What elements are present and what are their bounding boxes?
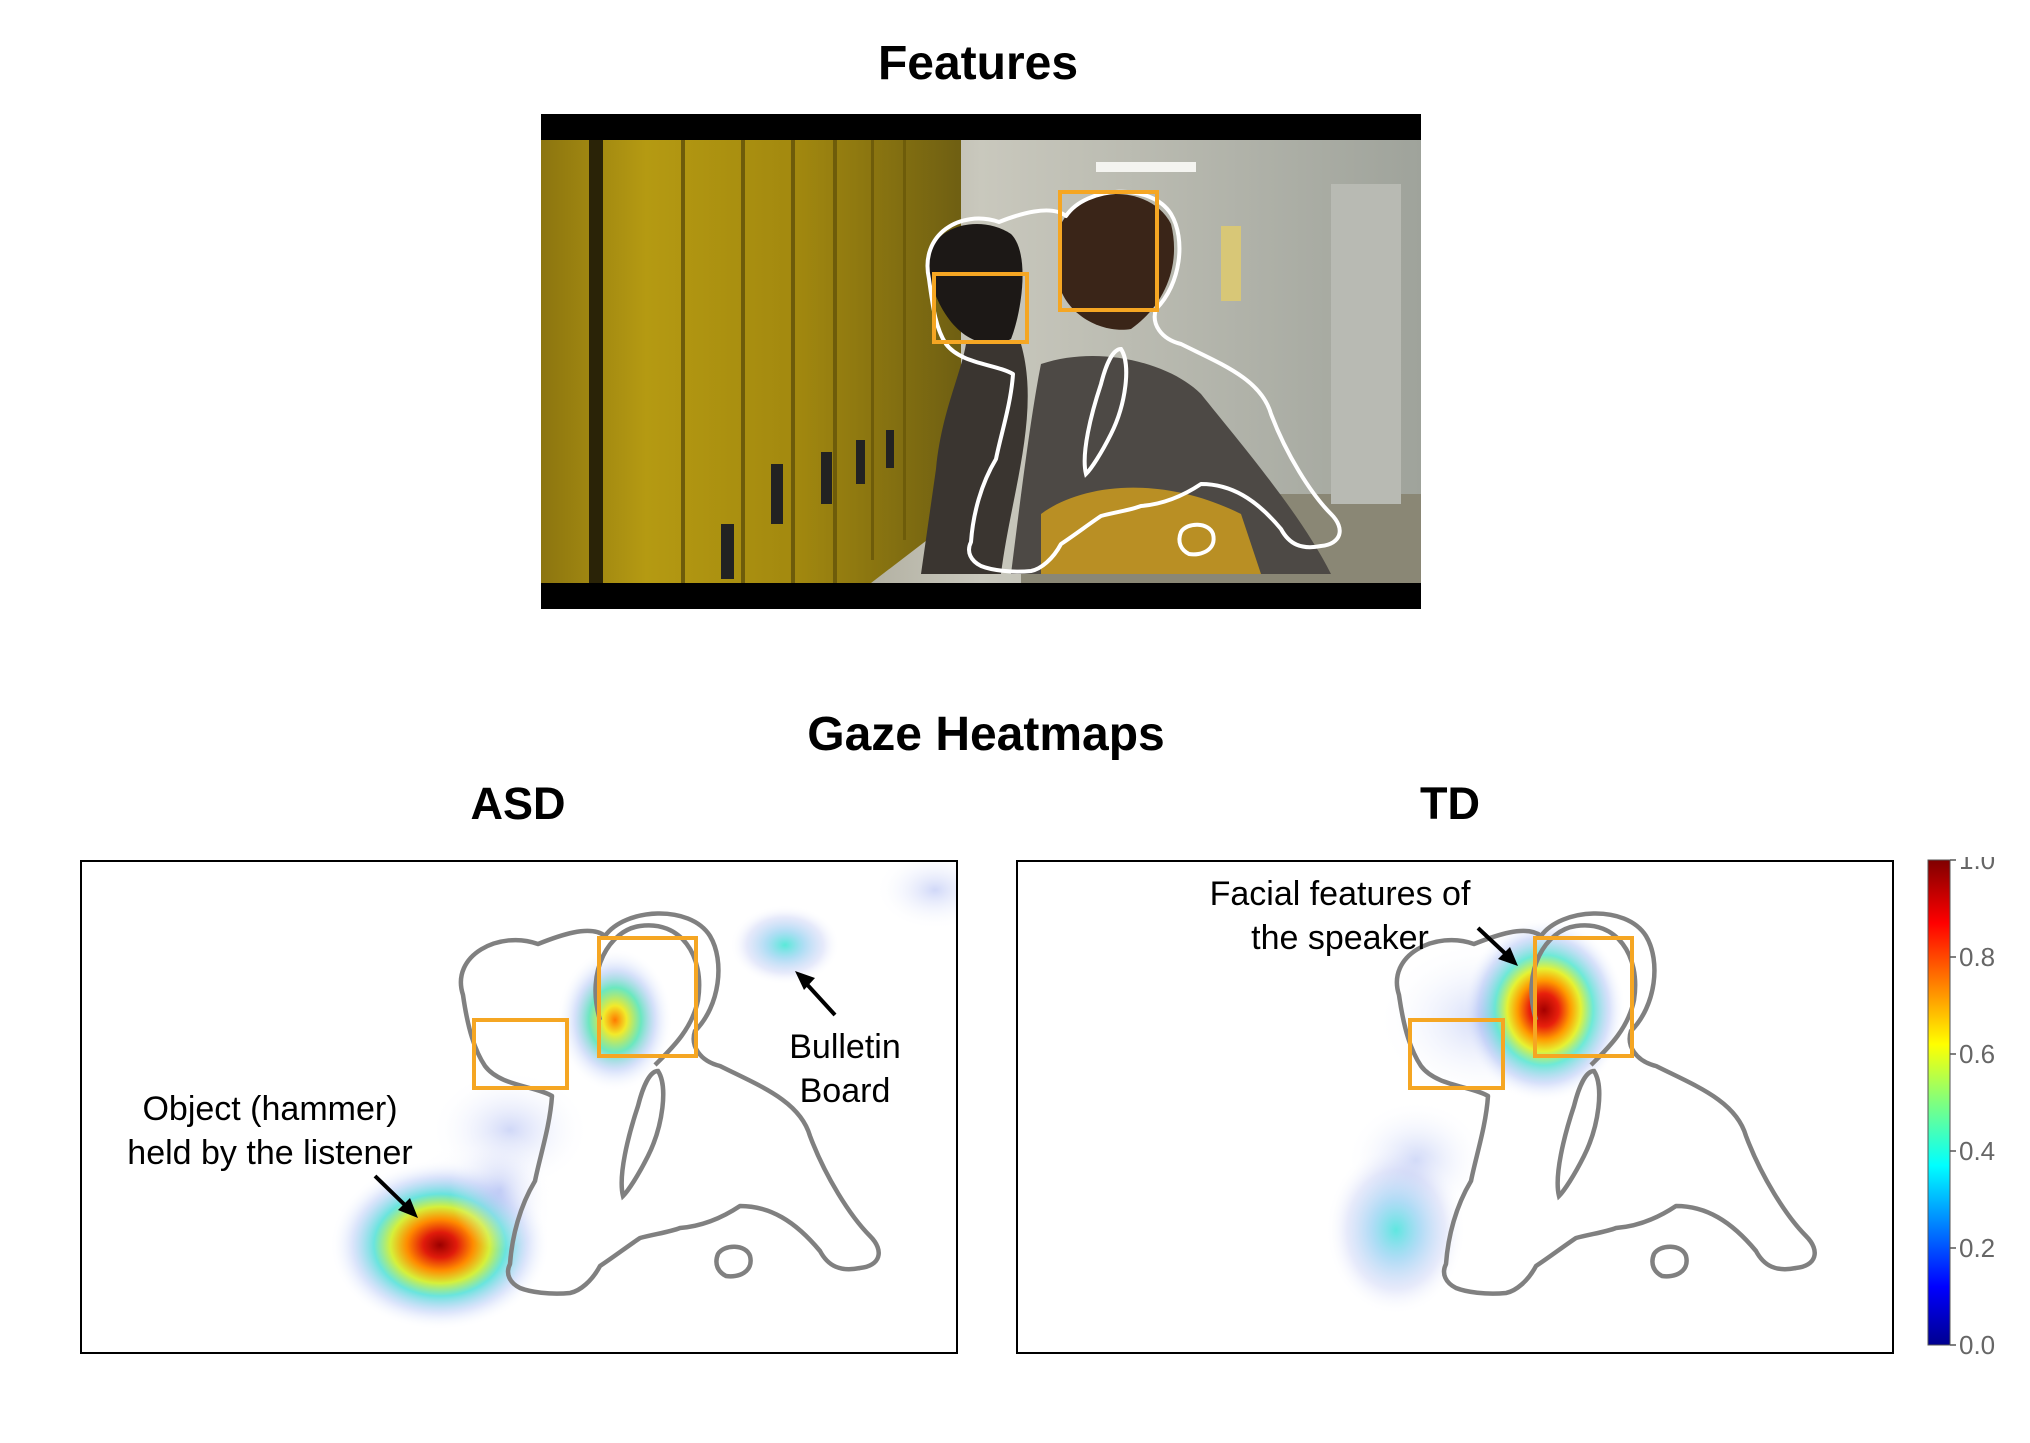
locker-handle xyxy=(856,440,865,484)
arrow-hammer-head xyxy=(398,1198,418,1218)
person-outline xyxy=(925,189,1342,574)
person-outline-hole xyxy=(714,1244,753,1279)
locker-handle xyxy=(821,452,832,504)
annotation-object-hammer: Object (hammer) held by the listener xyxy=(100,1087,440,1175)
annotation-line: Bulletin xyxy=(789,1028,901,1066)
colorbar-gradient xyxy=(1927,859,1951,1346)
ceiling-light xyxy=(1096,162,1196,172)
locker-seam xyxy=(741,140,745,583)
locker-seam xyxy=(833,140,837,583)
panel-border xyxy=(1016,860,1894,1354)
heat-blob-faint xyxy=(875,860,958,930)
person-outline-inner xyxy=(1555,1068,1602,1201)
locker-seam xyxy=(791,140,795,583)
doorway xyxy=(1331,184,1401,504)
locker-handle xyxy=(771,464,783,524)
speaker-head xyxy=(1059,194,1175,330)
locker-wall xyxy=(541,140,961,583)
heat-blob-hammer-tail xyxy=(450,1130,550,1250)
colorbar: 0.0 0.2 0.4 0.6 0.8 1.0 xyxy=(1927,857,1995,1357)
features-photo xyxy=(541,114,1421,609)
locker-seam xyxy=(871,140,874,560)
asd-heatmap-panel xyxy=(80,860,958,1354)
annotation-line: Object (hammer) xyxy=(142,1090,398,1128)
colorbar-tick-label: 0.0 xyxy=(1959,1330,1995,1357)
locker-handle xyxy=(721,524,734,579)
locker-seam xyxy=(589,140,603,583)
colorbar-tick-label: 0.6 xyxy=(1959,1039,1995,1069)
speaker-face-box xyxy=(1533,936,1634,1058)
annotation-line: Board xyxy=(799,1072,891,1110)
colorbar-tick-label: 1.0 xyxy=(1959,857,1995,875)
arrow-bulletin xyxy=(801,978,837,1017)
heat-blob-bulletin xyxy=(730,905,840,985)
listener-body xyxy=(921,344,1028,574)
td-heatmap-panel xyxy=(1016,860,1894,1354)
person-outline-hole xyxy=(1177,522,1216,557)
arrow-face-head xyxy=(1498,947,1518,966)
person-outline xyxy=(1394,911,1817,1296)
annotation-line: Facial features of xyxy=(1209,875,1471,913)
locker-handle xyxy=(886,430,894,468)
colorbar-tick-label: 0.8 xyxy=(1959,942,1995,972)
person-outline xyxy=(458,911,881,1296)
speaker-face-box xyxy=(597,936,698,1058)
asd-title: ASD xyxy=(470,778,566,829)
colorbar-tick-label: 0.4 xyxy=(1959,1136,1995,1166)
gaze-heatmaps-title: Gaze Heatmaps xyxy=(807,708,1165,761)
annotation-bulletin-board: Bulletin Board xyxy=(770,1025,920,1113)
features-title: Features xyxy=(877,37,1079,90)
speaker-face-box xyxy=(1058,190,1159,312)
bulletin-board xyxy=(1221,226,1241,301)
heat-blob-lower xyxy=(1326,1145,1466,1315)
locker-seam xyxy=(681,140,685,583)
annotation-line: held by the listener xyxy=(127,1134,413,1172)
listener-face-box xyxy=(472,1018,569,1090)
colorbar-ticks: 0.0 0.2 0.4 0.6 0.8 1.0 xyxy=(1950,857,1995,1357)
person-outline-hole xyxy=(1650,1244,1689,1279)
listener-face-box xyxy=(932,272,1029,344)
td-title: TD xyxy=(1420,778,1480,829)
person-outline-inner xyxy=(619,1068,666,1201)
annotation-line: the speaker xyxy=(1251,919,1429,957)
annotation-facial-features: Facial features of the speaker xyxy=(1180,872,1500,960)
arrow-bulletin-head xyxy=(795,971,815,990)
listener-face-box xyxy=(1408,1018,1505,1090)
locker-seam xyxy=(903,140,906,540)
colorbar-tick-label: 0.2 xyxy=(1959,1233,1995,1263)
panel-border xyxy=(80,860,958,1354)
listener-head xyxy=(926,224,1023,344)
person-outline-inner xyxy=(1082,346,1129,478)
